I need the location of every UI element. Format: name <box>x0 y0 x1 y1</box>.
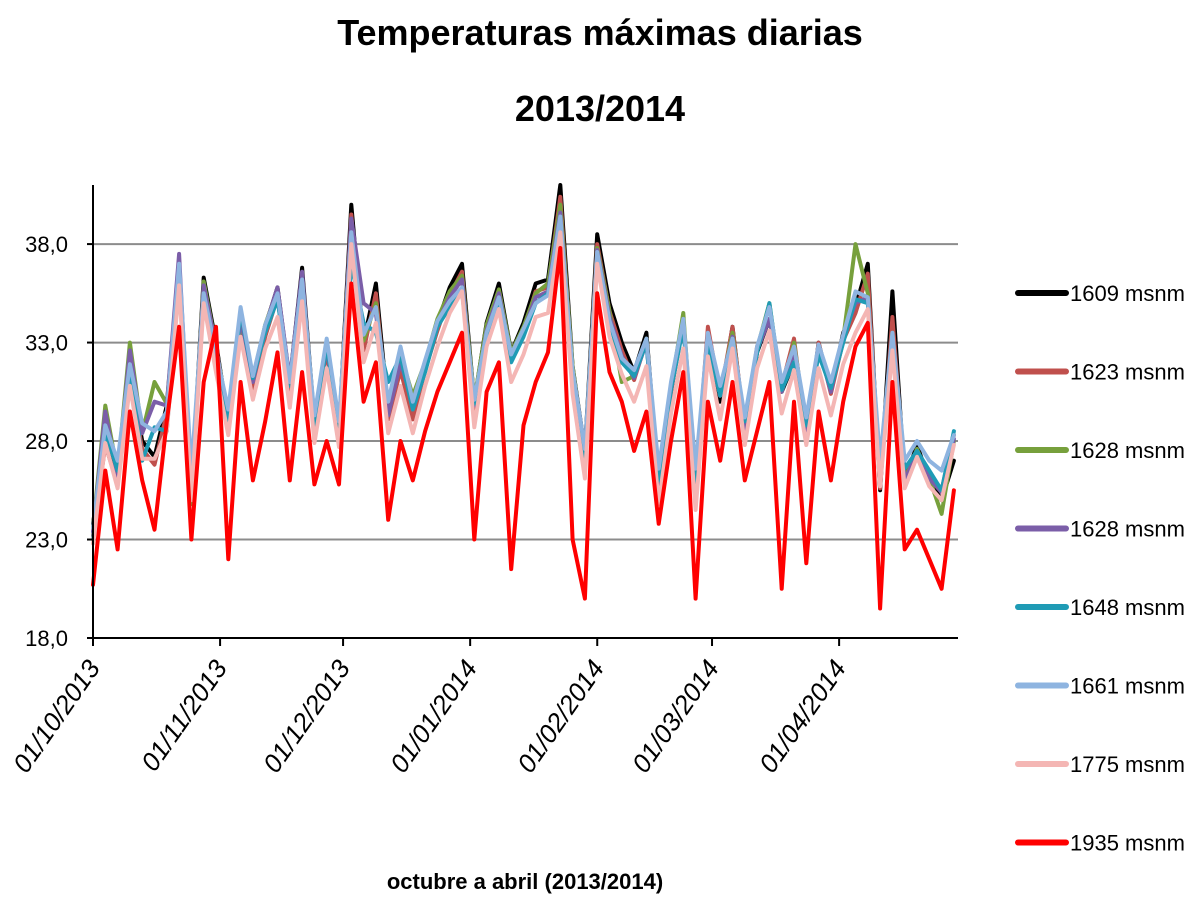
x-tick-label-4: 01/02/2014 <box>511 654 610 778</box>
series-line-7 <box>91 230 956 546</box>
legend-label: 1935 msnm <box>1070 831 1185 856</box>
legend: 1609 msnm 1623 msnm 1628 msnm 1628 msnm 1648… <box>1015 281 1185 856</box>
legend-label: 1648 msnm <box>1070 595 1185 620</box>
chart-title-block: Temperaturas máximas diarias 2013/2014 <box>0 10 1200 132</box>
series-line-6 <box>91 214 956 530</box>
x-tick-label-5: 01/03/2014 <box>626 654 725 778</box>
y-tick-label-0: 18,0 <box>25 626 68 651</box>
chart-subtitle: 2013/2014 <box>514 88 686 129</box>
x-tick-label-2: 01/12/2013 <box>257 654 357 778</box>
legend-label: 1775 msnm <box>1070 752 1185 777</box>
legend-item-5: 1648 msnm <box>1015 595 1185 620</box>
y-tick-label-3: 33,0 <box>25 331 68 356</box>
axes <box>92 185 958 639</box>
y-tick-label-4: 38,0 <box>25 232 68 257</box>
y-tick-labels: 18,0 23,0 28,0 33,0 38,0 <box>25 232 93 651</box>
legend-item-1: 1609 msnm <box>1015 281 1185 306</box>
x-tick-label-6: 01/04/2014 <box>753 654 852 778</box>
x-tick-label-1: 01/11/2013 <box>135 654 233 777</box>
legend-label: 1628 msnm <box>1070 517 1185 542</box>
x-tick-label-0: 01/10/2013 <box>7 654 107 778</box>
series-line-8 <box>91 246 956 611</box>
x-tick-label-3: 01/01/2014 <box>384 654 483 778</box>
legend-label: 1623 msnm <box>1070 360 1185 385</box>
legend-label: 1609 msnm <box>1070 281 1185 306</box>
chart-title: Temperaturas máximas diarias <box>337 12 863 53</box>
legend-label: 1661 msnm <box>1070 674 1185 699</box>
legend-label: 1628 msnm <box>1070 438 1185 463</box>
y-tick-label-2: 28,0 <box>25 429 68 454</box>
legend-item-6: 1661 msnm <box>1015 674 1185 699</box>
legend-item-3: 1628 msnm <box>1015 438 1185 463</box>
legend-item-7: 1775 msnm <box>1015 752 1185 777</box>
x-axis-title: octubre a abril (2013/2014) <box>387 869 663 894</box>
y-tick-label-1: 23,0 <box>25 528 68 553</box>
legend-item-2: 1623 msnm <box>1015 360 1185 385</box>
x-tick-labels: 01/10/2013 01/11/2013 01/12/2013 01/01/2014… <box>7 638 852 778</box>
series-lines <box>91 183 956 611</box>
legend-item-4: 1628 msnm <box>1015 517 1185 542</box>
legend-item-8: 1935 msnm <box>1015 831 1185 856</box>
